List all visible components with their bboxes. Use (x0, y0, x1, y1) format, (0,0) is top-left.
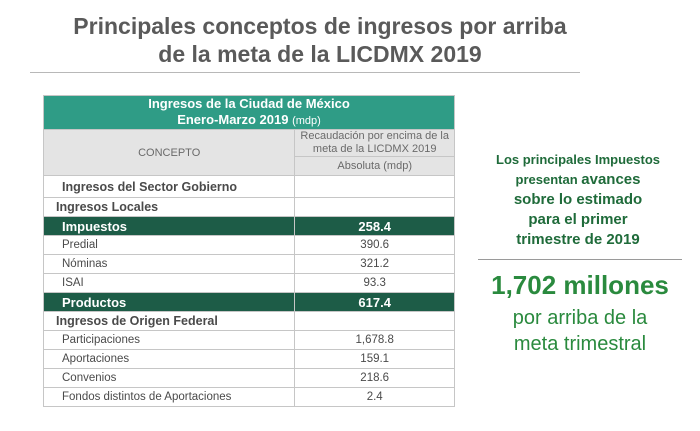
title-line-2: de la meta de la LICDMX 2019 (158, 41, 482, 67)
recaud-header-line-2: meta de la LICDMX 2019 (312, 143, 437, 155)
side-line-1: Los principales Impuestos (496, 152, 660, 167)
table-row: Convenios 218.6 (42, 368, 455, 388)
side-line-4: para el primer (528, 211, 628, 228)
row-label: Fondos distintos de Aportaciones (42, 387, 296, 407)
row-label: Ingresos Locales (42, 197, 296, 217)
concept-column-header: CONCEPTO (42, 129, 296, 176)
page-title: Principales conceptos de ingresos por ar… (30, 12, 610, 68)
row-label: Aportaciones (42, 349, 296, 369)
side-line-3: sobre lo estimado (513, 191, 643, 208)
row-label: Convenios (42, 368, 296, 388)
row-value: 258.4 (294, 216, 455, 236)
row-value: 159.1 (294, 349, 455, 369)
table-row: Ingresos de Origen Federal (42, 311, 455, 331)
income-table: Ingresos de la Ciudad de México Enero-Ma… (42, 95, 455, 407)
row-label: Ingresos de Origen Federal (42, 311, 296, 331)
row-value: 321.2 (294, 254, 455, 274)
row-value (294, 197, 455, 217)
table-row: Ingresos del Sector Gobierno (42, 175, 455, 198)
table-row: Predial 390.6 (42, 235, 455, 255)
row-value: 390.6 (294, 235, 455, 255)
row-label: Predial (42, 235, 296, 255)
table-row: ISAI 93.3 (42, 273, 455, 293)
row-value: 1,678.8 (294, 330, 455, 350)
side-line-2a: presentan (515, 172, 578, 187)
row-value (294, 175, 455, 198)
side-line-2b: avances (581, 171, 641, 188)
side-divider (478, 259, 682, 260)
row-label: Ingresos del Sector Gobierno (42, 175, 296, 198)
table-row-highlight: Impuestos 258.4 (42, 216, 455, 236)
row-label: Productos (42, 292, 296, 312)
table-row: Participaciones 1,678.8 (42, 330, 455, 350)
row-label: Participaciones (42, 330, 296, 350)
table-header-unit: (mdp) (292, 115, 321, 127)
row-value (294, 311, 455, 331)
row-label: ISAI (42, 273, 296, 293)
side-amount: 1,702 millones (491, 270, 669, 300)
table-header-line-1: Ingresos de la Ciudad de México (148, 96, 350, 111)
title-divider (30, 72, 580, 73)
recaud-header-line-1: Recaudación por encima de la (300, 130, 449, 142)
table-row: Fondos distintos de Aportaciones 2.4 (42, 387, 455, 407)
table-row: Ingresos Locales (42, 197, 455, 217)
table-header-row: Ingresos de la Ciudad de México Enero-Ma… (43, 95, 455, 130)
title-line-1: Principales conceptos de ingresos por ar… (73, 13, 567, 39)
row-value: 617.4 (294, 292, 455, 312)
side-note-line-1: por arriba de la (512, 307, 648, 329)
side-line-5: trimestre de 2019 (516, 231, 640, 248)
table-row: Aportaciones 159.1 (42, 349, 455, 369)
absolute-column-header: Absoluta (mdp) (294, 156, 455, 176)
column-subheader-row: Absoluta (mdp) (44, 156, 455, 176)
table-row: Nóminas 321.2 (42, 254, 455, 274)
side-summary: Los principales Impuestos presentan avan… (478, 150, 678, 250)
recaud-column-header: Recaudación por encima de la meta de la … (294, 129, 455, 157)
row-value: 93.3 (294, 273, 455, 293)
table-header: Ingresos de la Ciudad de México Enero-Ma… (43, 95, 455, 130)
column-header-row: CONCEPTO Recaudación por encima de la me… (42, 129, 455, 176)
row-label: Impuestos (42, 216, 296, 236)
row-label: Nóminas (42, 254, 296, 274)
row-value: 218.6 (294, 368, 455, 388)
side-note: por arriba de la meta trimestral (478, 305, 682, 357)
row-value: 2.4 (294, 387, 455, 407)
side-note-line-2: meta trimestral (513, 333, 647, 355)
table-header-line-2: Enero-Marzo 2019 (177, 112, 289, 127)
table-row-highlight: Productos 617.4 (42, 292, 455, 312)
